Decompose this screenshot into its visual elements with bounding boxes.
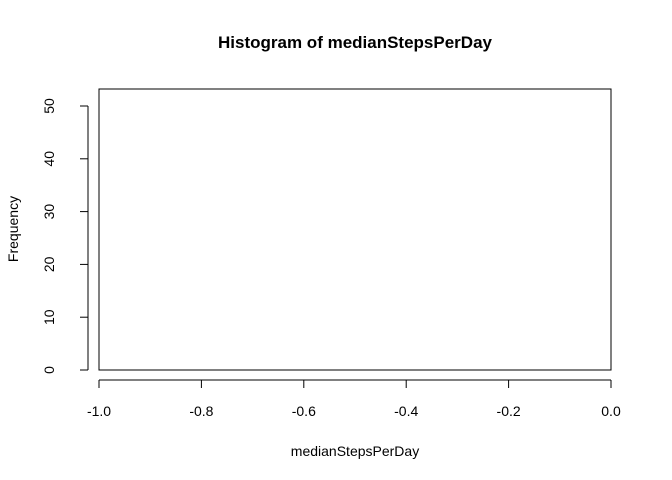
plot-frame — [98, 88, 612, 371]
y-tick-label: 0 — [41, 366, 57, 374]
y-tick-label: 20 — [41, 256, 57, 272]
x-tick-label: -0.2 — [497, 403, 521, 419]
x-tick-label: -1.0 — [87, 403, 111, 419]
chart-title: Histogram of medianStepsPerDay — [218, 33, 493, 52]
y-tick-label: 40 — [41, 151, 57, 167]
y-tick-label: 30 — [41, 204, 57, 220]
y-axis: 0 10 20 30 40 50 — [41, 98, 89, 374]
y-tick-label: 10 — [41, 309, 57, 325]
x-axis: -1.0 -0.8 -0.6 -0.4 -0.2 0.0 — [87, 379, 621, 419]
x-tick-label: 0.0 — [601, 403, 621, 419]
x-axis-label: medianStepsPerDay — [291, 443, 419, 459]
x-tick-label: -0.4 — [394, 403, 418, 419]
y-axis-label: Frequency — [5, 196, 21, 262]
x-tick-label: -0.6 — [292, 403, 316, 419]
y-tick-label: 50 — [41, 98, 57, 114]
x-tick-label: -0.8 — [189, 403, 213, 419]
